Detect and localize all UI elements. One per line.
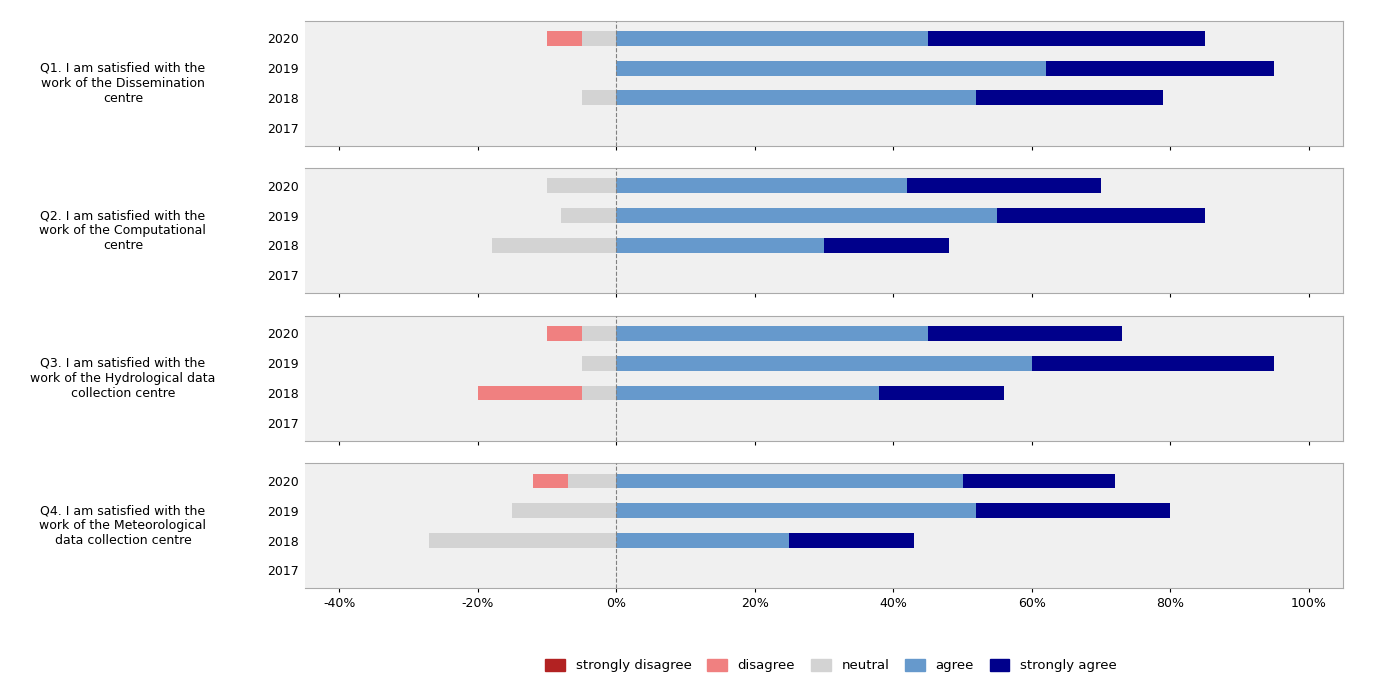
Legend: strongly disagree, disagree, neutral, agree, strongly agree: strongly disagree, disagree, neutral, ag… — [540, 653, 1122, 677]
Bar — [478, 386, 582, 401]
Bar — [928, 31, 1205, 46]
Bar — [976, 90, 1163, 105]
Bar — [997, 208, 1205, 223]
Text: Q4. I am satisfied with the
work of the Meteorological
data collection centre: Q4. I am satisfied with the work of the … — [39, 504, 206, 547]
Bar — [879, 386, 1004, 401]
Bar — [492, 238, 616, 253]
Bar — [547, 179, 616, 194]
Bar — [582, 90, 616, 105]
Bar — [616, 61, 1046, 76]
Bar — [512, 503, 616, 518]
Bar — [582, 31, 616, 46]
Bar — [547, 326, 582, 341]
Bar — [928, 326, 1122, 341]
Bar — [616, 533, 789, 548]
Bar — [616, 90, 976, 105]
Bar — [568, 473, 616, 488]
Text: Q1. I am satisfied with the
work of the Dissemination
centre: Q1. I am satisfied with the work of the … — [40, 62, 205, 105]
Bar — [533, 473, 568, 488]
Bar — [616, 473, 963, 488]
Bar — [561, 208, 616, 223]
Bar — [616, 208, 997, 223]
Bar — [976, 503, 1170, 518]
Bar — [616, 326, 928, 341]
Text: Q3. I am satisfied with the
work of the Hydrological data
collection centre: Q3. I am satisfied with the work of the … — [30, 356, 216, 399]
Bar — [1032, 356, 1274, 371]
Bar — [616, 503, 976, 518]
Bar — [429, 533, 616, 548]
Text: Q2. I am satisfied with the
work of the Computational
centre: Q2. I am satisfied with the work of the … — [40, 209, 206, 252]
Bar — [824, 238, 949, 253]
Bar — [789, 533, 914, 548]
Bar — [616, 386, 879, 401]
Bar — [582, 386, 616, 401]
Bar — [582, 356, 616, 371]
Bar — [907, 179, 1101, 194]
Bar — [616, 179, 907, 194]
Bar — [616, 238, 824, 253]
Bar — [582, 326, 616, 341]
Bar — [547, 31, 582, 46]
Bar — [963, 473, 1115, 488]
Bar — [616, 356, 1032, 371]
Bar — [1046, 61, 1274, 76]
Bar — [616, 31, 928, 46]
